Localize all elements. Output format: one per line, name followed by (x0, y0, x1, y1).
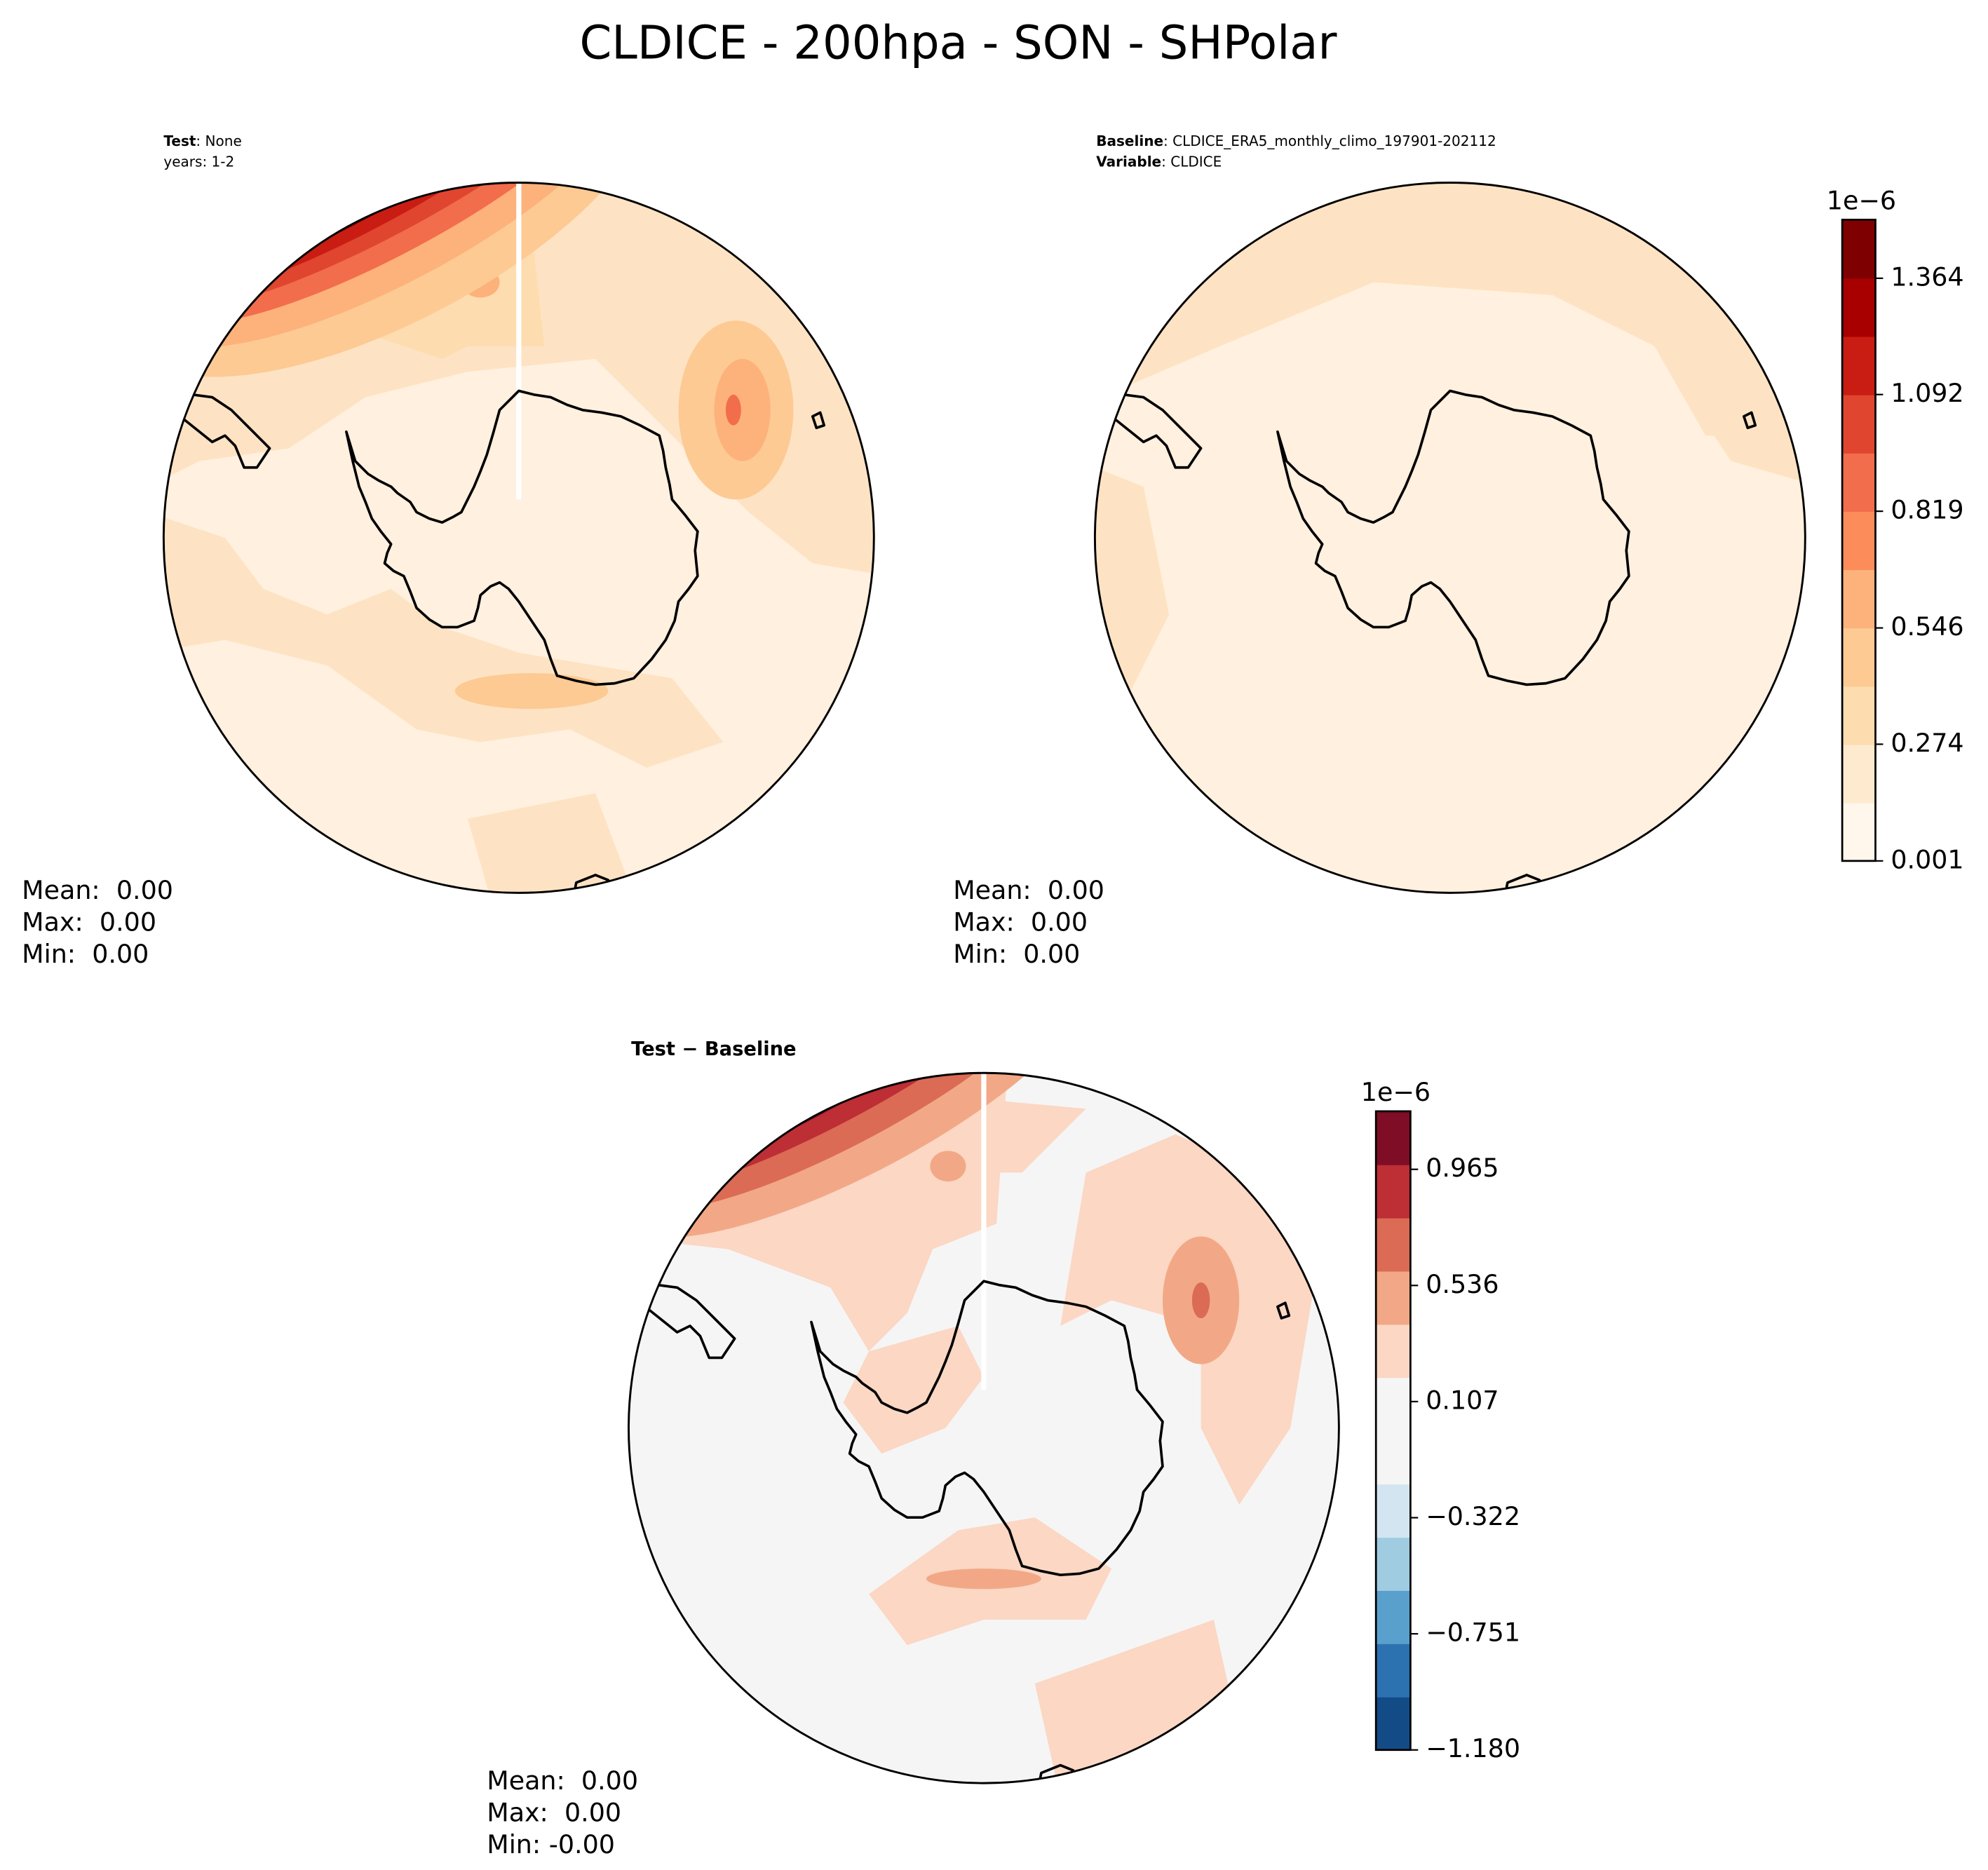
colorbar-segment (1376, 1324, 1411, 1378)
colorbar-segment (1376, 1271, 1411, 1325)
colorbar-segment (1842, 336, 1876, 395)
colorbar-tick-label: −0.751 (1426, 1618, 1520, 1648)
header-key: Variable (1096, 153, 1161, 170)
colorbar-tick-label: 0.001 (1891, 844, 1963, 874)
header-value: : CLDICE_ERA5_monthly_climo_197901-20211… (1163, 133, 1496, 149)
baseline-map (1095, 182, 1806, 893)
panel-header: Baseline: CLDICE_ERA5_monthly_climo_1979… (1096, 133, 1496, 149)
colorbar-tick-label: 0.107 (1426, 1385, 1499, 1415)
map-boundary (628, 1071, 1340, 1784)
colorbar-segment (1376, 1111, 1411, 1165)
colorbar-segment (1842, 628, 1876, 687)
stat-line: Max: 0.00 (953, 907, 1088, 937)
panel-header: years: 1-2 (163, 153, 234, 170)
colorbar-tick-label: 1.364 (1891, 262, 1963, 292)
colorbar-segment (1842, 278, 1876, 337)
colorbar-segment (1842, 511, 1876, 571)
panel-header: Variable: CLDICE (1096, 153, 1222, 170)
colorbar-offset-label: 1e−6 (1361, 1077, 1431, 1107)
stat-line: Max: 0.00 (487, 1797, 621, 1827)
colorbar-tick-label: 0.819 (1891, 495, 1963, 525)
colorbar-segment (1376, 1377, 1411, 1432)
stat-line: Max: 0.00 (22, 907, 156, 937)
colorbar-tick-label: 0.536 (1426, 1269, 1499, 1299)
colorbar-tick-label: 0.965 (1426, 1153, 1499, 1183)
stat-line: Mean: 0.00 (22, 875, 173, 905)
stat-line: Mean: 0.00 (953, 875, 1104, 905)
colorbar-frame (1374, 1110, 1412, 1752)
stat-line: Mean: 0.00 (487, 1766, 638, 1796)
colorbar-segment (1376, 1484, 1411, 1538)
colorbar-segment (1842, 452, 1876, 512)
colorbar-segment (1376, 1696, 1411, 1751)
colorbar-segment (1842, 686, 1876, 745)
colorbar-segment (1842, 219, 1876, 279)
colorbar-tick-label: −0.322 (1426, 1501, 1520, 1531)
colorbar-tick-label: 0.274 (1891, 728, 1963, 758)
stat-line: Min: -0.00 (487, 1829, 615, 1859)
panel-title: Test − Baseline (631, 1038, 796, 1060)
colorbar-segment (1376, 1643, 1411, 1698)
colorbar-segment (1376, 1164, 1411, 1219)
colorbar-frame (1841, 218, 1877, 862)
colorbar-segment (1842, 394, 1876, 454)
map-boundary (1093, 182, 1806, 894)
difference-map (628, 1073, 1339, 1784)
map-boundary (162, 182, 875, 894)
colorbar-tick-label: 1.092 (1891, 378, 1963, 408)
stat-line: Min: 0.00 (953, 939, 1080, 969)
figure-title: CLDICE - 200hpa - SON - SHPolar (580, 17, 1337, 70)
colorbar-segment (1376, 1537, 1411, 1591)
header-key: Test (163, 133, 196, 149)
header-value: : None (196, 133, 241, 149)
panel-header: Test: None (163, 133, 241, 149)
colorbar-segment (1376, 1590, 1411, 1644)
colorbar-segment (1842, 569, 1876, 629)
colorbar-segment (1376, 1430, 1411, 1485)
colorbar-segment (1842, 744, 1876, 804)
stat-line: Min: 0.00 (22, 939, 149, 969)
header-value: years: 1-2 (163, 153, 234, 170)
colorbar-offset-label: 1e−6 (1827, 185, 1896, 215)
colorbar-tick-label: 0.546 (1891, 611, 1963, 642)
colorbar-segment (1376, 1217, 1411, 1272)
colorbar-segment (1842, 802, 1876, 862)
colorbar-tick-label: −1.180 (1426, 1733, 1520, 1763)
header-value: : CLDICE (1161, 153, 1222, 170)
header-key: Baseline (1096, 133, 1163, 149)
